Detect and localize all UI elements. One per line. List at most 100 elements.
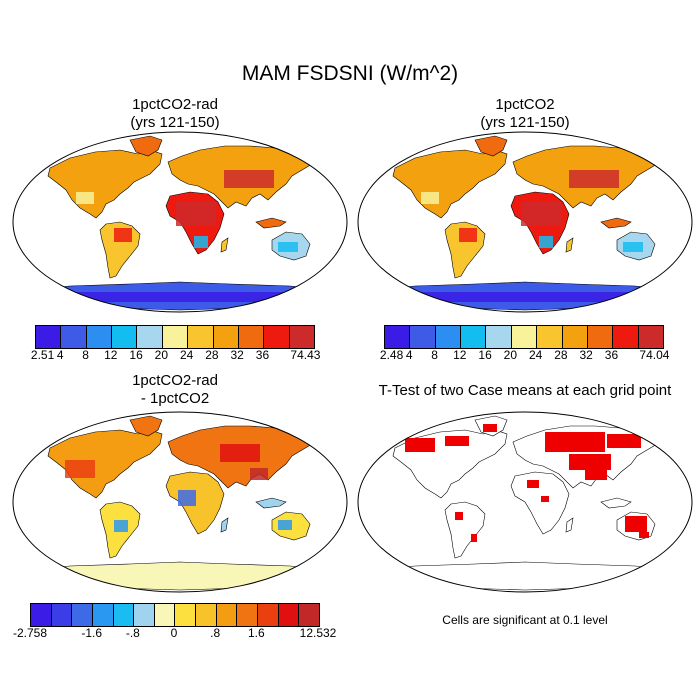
colorbar-swatch (299, 604, 319, 626)
colorbar-swatch (435, 326, 462, 348)
data-patch (623, 242, 643, 252)
colorbar-swatch (113, 604, 135, 626)
significant-cell (445, 436, 469, 446)
data-patch (395, 292, 655, 302)
significant-cell (569, 454, 611, 470)
colorbar-swatch (216, 604, 238, 626)
colorbar-label: .8 (210, 626, 221, 640)
panel3-title: 1pctCO2-rad - 1pctCO2 (40, 372, 310, 408)
colorbar-swatch (385, 326, 411, 348)
colorbar-label: 24 (179, 348, 194, 362)
map-border (12, 411, 348, 593)
significant-cell (639, 532, 649, 538)
colorbar-swatch (562, 326, 588, 348)
land-indonesia (255, 497, 287, 509)
data-patch (194, 236, 208, 248)
land-outline-southAmerica (444, 501, 486, 559)
colorbar-swatch (638, 326, 663, 348)
map-border (357, 411, 693, 593)
colorbar-label: 74.43 (290, 348, 321, 362)
panel2-title-line1: 1pctCO2 (495, 96, 555, 113)
colorbar-swatch (613, 326, 639, 348)
land-outline-madagascar (565, 517, 574, 533)
colorbar-swatch (587, 326, 614, 348)
colorbar-swatch (238, 326, 265, 348)
data-patch (569, 170, 619, 188)
colorbar-label: -1.6 (81, 626, 103, 640)
colorbar-swatch (461, 326, 487, 348)
significant-cell (585, 470, 607, 480)
colorbar-swatch (31, 604, 52, 626)
data-patch (114, 228, 132, 242)
colorbar-label: 32 (230, 348, 244, 362)
colorbar-label: 74.04 (639, 348, 670, 362)
colorbar-label: 0 (170, 626, 178, 640)
significant-cell (405, 438, 435, 452)
colorbar-swatch (36, 326, 62, 348)
colorbar-swatch (289, 326, 314, 348)
panel3-title-line1: 1pctCO2-rad (132, 372, 218, 389)
data-patch (76, 192, 94, 204)
data-patch (250, 468, 268, 480)
colorbar-swatch (196, 604, 217, 626)
land-outline-africa (510, 471, 570, 535)
significant-cell (545, 432, 605, 452)
panel2-title: 1pctCO2 (yrs 121-150) (390, 96, 660, 132)
colorbar-swatch (51, 604, 73, 626)
colorbar-label: 1.6 (247, 626, 265, 640)
significant-cell (527, 480, 539, 488)
data-patch (521, 202, 561, 226)
data-patch (176, 202, 216, 226)
colorbar-swatch (72, 604, 93, 626)
panel1-title-line2: (yrs 121-150) (130, 114, 220, 131)
colorbar-label: 24 (528, 348, 543, 362)
colorbar-panel2 (384, 325, 664, 349)
significant-cell (541, 496, 549, 502)
colorbar-label: 12.532 (299, 626, 337, 640)
significant-cell (471, 534, 477, 542)
panel2-title-line2: (yrs 121-150) (480, 114, 570, 131)
panel4-title: T-Test of two Case means at each grid po… (350, 382, 700, 400)
colorbar-label: 2.51 (30, 348, 55, 362)
significant-cell (625, 516, 647, 532)
colorbar-label: 12 (453, 348, 467, 362)
colorbar-label: 12 (104, 348, 118, 362)
data-patch (278, 520, 292, 530)
colorbar-swatch (86, 326, 113, 348)
colorbar-label: 4 (56, 348, 64, 362)
data-patch (114, 520, 128, 532)
colorbar-panel1 (35, 325, 315, 349)
map-border (357, 131, 693, 313)
land-indonesia (255, 217, 287, 229)
colorbar-swatch (486, 326, 512, 348)
land-outline-indonesia (600, 497, 632, 509)
colorbar-label: 20 (154, 348, 169, 362)
map-ttest-significance (357, 411, 693, 593)
significant-cell (607, 434, 641, 448)
colorbar-swatch (61, 326, 87, 348)
colorbar-swatch (92, 604, 114, 626)
map-difference (12, 411, 348, 593)
land-madagascar (220, 517, 229, 533)
significance-note: Cells are significant at 0.1 level (442, 613, 608, 627)
land-northAmerica (392, 149, 508, 219)
colorbar-difference (30, 603, 320, 627)
colorbar-label: 28 (205, 348, 219, 362)
colorbar-swatch (410, 326, 436, 348)
colorbar-swatch (175, 604, 197, 626)
colorbar-label: 36 (604, 348, 619, 362)
data-patch (539, 236, 553, 248)
land-greenland (474, 135, 508, 157)
colorbar-label: 8 (431, 348, 438, 362)
colorbar-swatch (511, 326, 538, 348)
colorbar-label: 8 (82, 348, 89, 362)
colorbar-label: 32 (579, 348, 593, 362)
panel4-title-line1: T-Test of two Case means at each grid po… (378, 382, 672, 399)
map-1pctco2 (357, 131, 693, 313)
colorbar-swatch (258, 604, 279, 626)
colorbar-swatch (188, 326, 214, 348)
data-patch (459, 228, 477, 242)
colorbar-swatch (137, 326, 163, 348)
colorbar-swatch (154, 604, 176, 626)
land-madagascar (565, 237, 574, 253)
